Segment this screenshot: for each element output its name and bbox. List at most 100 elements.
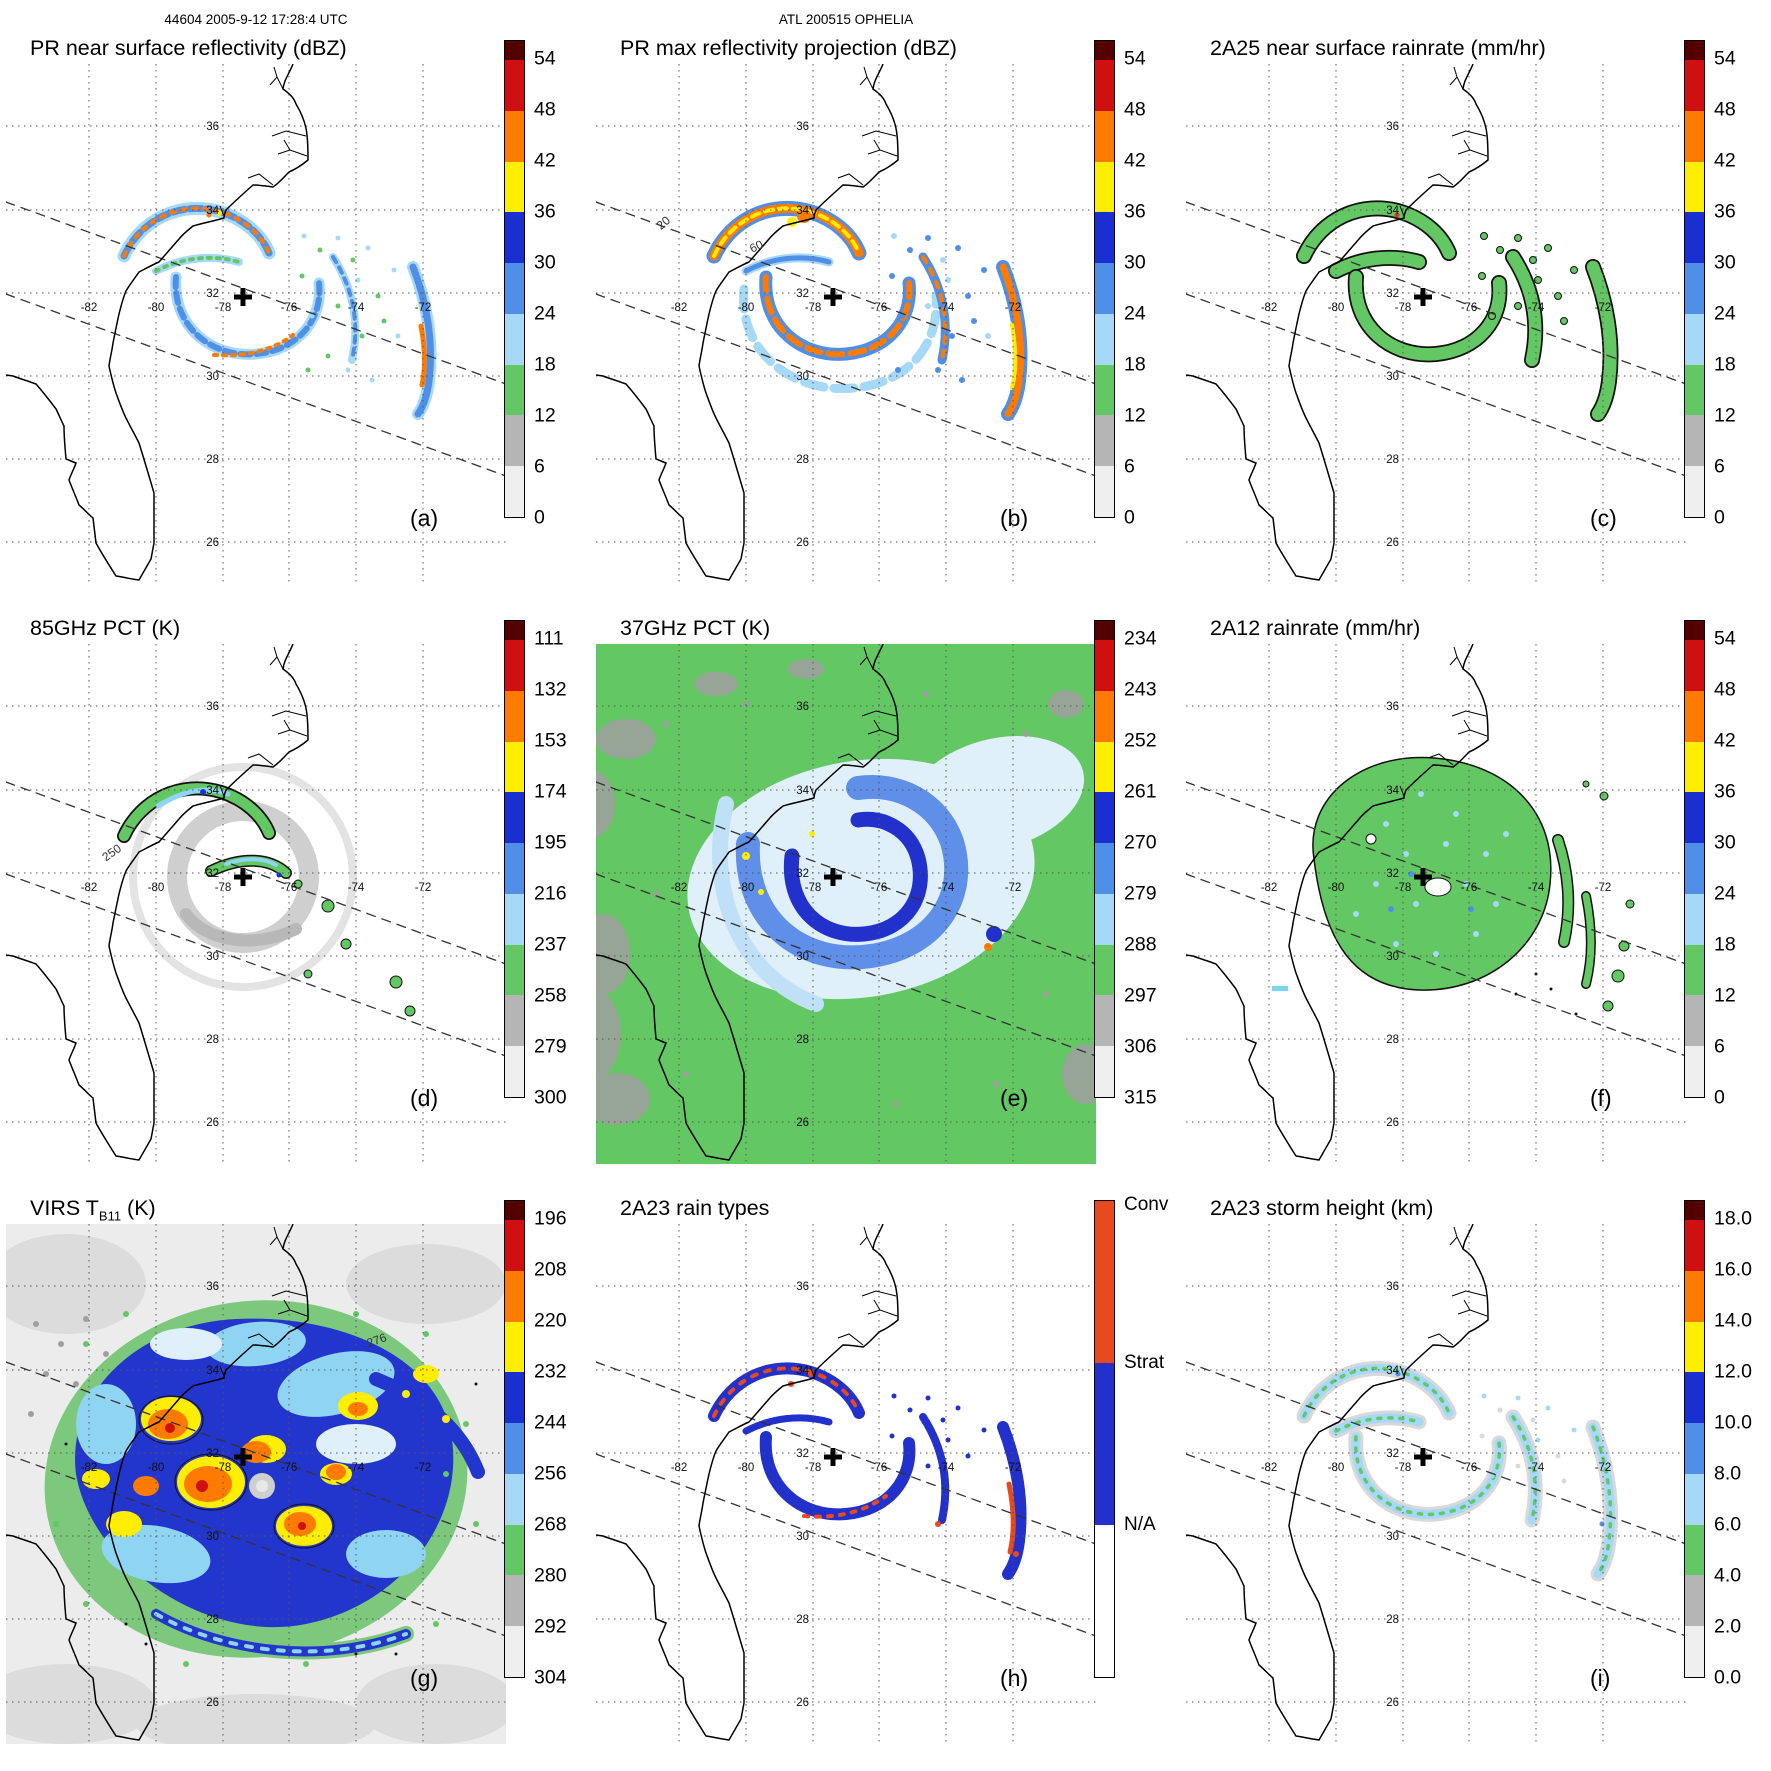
lon-label: -82 — [81, 1462, 98, 1474]
field-shape — [1272, 986, 1288, 991]
field-shape — [1561, 1478, 1567, 1484]
colorbar-tick-label: 252 — [1124, 729, 1157, 752]
panel-title: 85GHz PCT (K) — [30, 616, 180, 643]
colorbar-tick-label: 288 — [1124, 933, 1157, 956]
colorbar-segment — [1095, 621, 1114, 641]
field-shape — [1329, 251, 1426, 278]
lat-label: 34 — [1386, 1365, 1399, 1377]
coastline-estuary — [809, 1365, 815, 1377]
field-shape — [317, 247, 323, 253]
field-shape — [356, 1664, 506, 1744]
field-shape — [64, 1442, 68, 1446]
field-shape — [138, 1395, 204, 1445]
colorbar-tick-label: 292 — [534, 1615, 567, 1638]
field-shape — [206, 212, 212, 218]
colorbar-tick-label: 54 — [534, 47, 556, 70]
lon-label: -80 — [1328, 882, 1345, 894]
colorbar-tick-label: 153 — [534, 729, 567, 752]
colorbar-tick-label: 54 — [1714, 627, 1736, 650]
colorbar-tick-label: 256 — [534, 1462, 567, 1485]
colorbar-tick-label: 18 — [1714, 933, 1736, 956]
colorbar-tick-label: 0 — [534, 506, 545, 529]
colorbar-segment — [505, 415, 524, 467]
colorbar-tick-label: 0 — [1124, 506, 1135, 529]
field-shape — [1349, 270, 1506, 361]
lat-label: 36 — [1386, 1281, 1399, 1293]
field-shape — [788, 659, 824, 679]
field-shape — [381, 318, 387, 324]
map: -82 -80 -78 -76 -74 -72 36 34 32 30 28 26 250 (d) — [6, 644, 506, 1164]
colorbar-segment — [1685, 313, 1704, 365]
coastline-estuary — [837, 1333, 864, 1346]
field-shape — [154, 255, 241, 273]
coastline-estuary — [859, 1226, 874, 1250]
colorbar-tick-label: 24 — [1714, 882, 1736, 905]
colorbar-segment — [1685, 161, 1704, 213]
lat-label: 30 — [1386, 951, 1399, 963]
colorbar-segment — [505, 212, 524, 264]
coastline-estuary — [269, 646, 284, 670]
colorbar-ticks: 54 48 42 36 30 24 18 12 6 0 — [1684, 40, 1762, 529]
colorbar-tick-label: 6 — [1714, 455, 1725, 478]
panel: 2A23 rain types -82 -80 -78 -76 -74 -72 36 34 32… — [590, 1190, 1180, 1770]
field-shape — [394, 1652, 398, 1656]
lon-label: -78 — [1395, 882, 1412, 894]
colorbar-tick-label: 18 — [1714, 353, 1736, 376]
field-shape — [1570, 266, 1578, 274]
field-shape — [1365, 833, 1377, 845]
field-shape — [596, 1073, 650, 1125]
colorbar: 54 48 42 36 30 24 18 12 6 0 — [1094, 40, 1172, 529]
field-shape — [965, 1453, 971, 1459]
field-shape — [1496, 246, 1504, 254]
coastline-estuary — [1399, 1365, 1405, 1377]
coastline-estuary — [1457, 1299, 1488, 1317]
colorbar-ticks: 54 48 42 36 30 24 18 12 6 0 — [1684, 620, 1762, 1109]
field-shape — [1383, 821, 1389, 827]
colorbar-tick-label: 232 — [534, 1360, 567, 1383]
colorbar-tick-label: 306 — [1124, 1035, 1157, 1058]
field-shape — [391, 267, 397, 273]
colorbar-tick-label: 24 — [534, 302, 556, 325]
panel-title-sub: B11 — [98, 1208, 122, 1224]
lat-label: 30 — [206, 1531, 219, 1543]
field-shape — [299, 273, 305, 279]
colorbar: 54 48 42 36 30 24 18 12 6 0 — [1684, 620, 1762, 1109]
field-shape — [997, 1421, 1027, 1580]
panel: PR max reflectivity projection (dBZ) -82… — [590, 30, 1180, 610]
coastline-estuary — [247, 753, 274, 766]
field-shape — [335, 235, 341, 241]
field-shape — [742, 1414, 833, 1435]
panel: 37GHz PCT (K) -82 -80 -78 -76 -74 -72 36 34 32 30… — [590, 610, 1180, 1190]
field-shape — [123, 1311, 129, 1317]
field-shape — [6, 201, 506, 385]
colorbar-ticks: 54 48 42 36 30 24 18 12 6 0 — [504, 40, 582, 529]
map: -82 -80 -78 -76 -74 -72 36 34 32 30 28 26 (c) — [1186, 64, 1686, 584]
colorbar-tick-label: 54 — [1714, 47, 1736, 70]
field-shape — [1515, 1463, 1521, 1469]
field-shape — [1186, 293, 1686, 477]
field-shape — [596, 201, 1096, 385]
field-shape — [33, 1321, 39, 1327]
field-shape — [1586, 260, 1617, 421]
field-shape — [809, 831, 815, 837]
colorbar-segment — [1685, 995, 1704, 1047]
colorbar-tick-label: 0 — [1714, 506, 1725, 529]
contour-label: 20 — [654, 213, 673, 233]
lon-label: -80 — [1328, 1462, 1345, 1474]
lon-label: -80 — [148, 1462, 165, 1474]
field-shape — [144, 1642, 148, 1646]
field-shape — [1443, 841, 1449, 847]
colorbar-segment — [1685, 893, 1704, 945]
field-shape — [122, 206, 271, 258]
colorbar-segment — [505, 161, 524, 213]
colorbar-tick-label: 18.0 — [1714, 1207, 1752, 1230]
panel-title-pre: PR max reflectivity projection (dBZ) — [620, 36, 957, 60]
lat-label: 26 — [206, 1117, 219, 1129]
colorbar-tick-label: 24 — [1714, 302, 1736, 325]
colorbar-segment — [1685, 110, 1704, 162]
colorbar: 18.0 16.0 14.0 12.0 10.0 8.0 6.0 4.0 2.0 0.0 — [1684, 1200, 1762, 1689]
panel-letter: (d) — [410, 1085, 438, 1111]
colorbar-segment — [505, 893, 524, 945]
field-shape — [76, 1384, 136, 1464]
coastline-estuary — [1449, 66, 1464, 90]
